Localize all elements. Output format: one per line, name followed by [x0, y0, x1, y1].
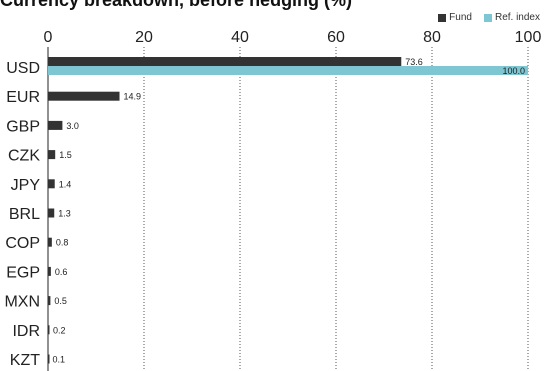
data-label-fund-gbp: 3.0	[66, 121, 79, 131]
bar-fund-eur	[48, 91, 120, 101]
data-label-fund-brl: 1.3	[58, 209, 71, 219]
bar-fund-czk	[48, 150, 56, 160]
data-label-fund-usd: 73.6	[405, 57, 423, 67]
category-label-jpy: JPY	[11, 177, 41, 194]
x-tick-label-40: 40	[231, 29, 249, 46]
x-tick-label-80: 80	[423, 29, 441, 46]
legend-item-fund: Fund	[438, 12, 472, 23]
data-label-fund-cop: 0.8	[56, 238, 69, 248]
data-label-fund-kzt: 0.1	[52, 355, 65, 365]
data-label-ref-index-usd: 100.0	[502, 66, 525, 76]
x-tick-label-60: 60	[327, 29, 345, 46]
bar-fund-kzt	[48, 354, 50, 364]
bar-ref-index-usd	[48, 66, 528, 75]
bar-fund-egp	[48, 266, 51, 276]
category-label-idr: IDR	[12, 323, 40, 340]
data-label-fund-idr: 0.2	[53, 325, 66, 335]
legend-label-ref-index: Ref. index	[494, 12, 540, 23]
chart-legend: Fund Ref. index	[438, 12, 540, 23]
data-label-fund-egp: 0.6	[55, 267, 68, 277]
category-label-cop: COP	[5, 235, 40, 252]
data-label-fund-eur: 14.9	[124, 92, 142, 102]
x-tick-label-20: 20	[135, 29, 153, 46]
bar-fund-jpy	[48, 179, 55, 189]
bar-fund-usd	[48, 57, 402, 66]
category-label-egp: EGP	[6, 264, 40, 281]
chart-title: Currency breakdown, before hedging (%)	[0, 0, 353, 10]
data-label-fund-mxn: 0.5	[54, 296, 67, 306]
bar-fund-idr	[48, 325, 50, 335]
category-label-czk: CZK	[8, 148, 40, 165]
category-label-kzt: KZT	[10, 352, 40, 369]
legend-item-ref-index: Ref. index	[483, 12, 540, 23]
x-tick-label-100: 100	[515, 29, 542, 46]
data-label-fund-jpy: 1.4	[59, 179, 72, 189]
bar-fund-gbp	[48, 120, 63, 130]
legend-label-fund: Fund	[449, 12, 472, 23]
category-label-mxn: MXN	[4, 294, 40, 311]
legend-swatch-fund	[438, 13, 447, 22]
category-label-usd: USD	[6, 60, 40, 77]
category-label-brl: BRL	[9, 206, 40, 223]
legend-swatch-ref-index	[483, 13, 492, 22]
bar-fund-cop	[48, 237, 52, 247]
bar-fund-brl	[48, 208, 55, 218]
x-tick-label-0: 0	[44, 29, 53, 46]
bar-fund-mxn	[48, 296, 51, 306]
category-label-eur: EUR	[6, 89, 40, 106]
category-label-gbp: GBP	[6, 118, 40, 135]
data-label-fund-czk: 1.5	[59, 150, 72, 160]
